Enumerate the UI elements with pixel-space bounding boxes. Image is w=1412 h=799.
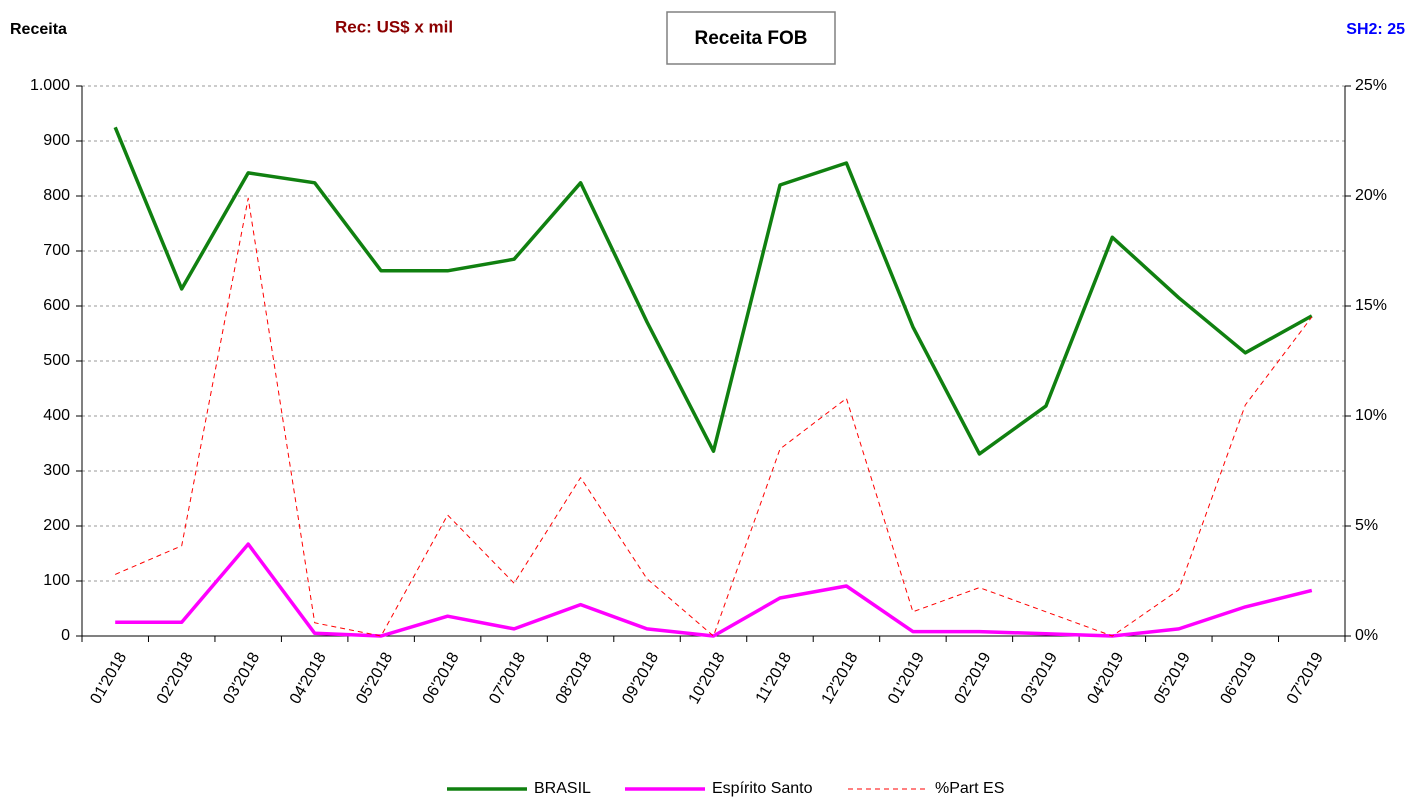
code-note: SH2: 25 xyxy=(1346,21,1405,38)
y-tick-label: 700 xyxy=(43,242,70,259)
y2-tick-label: 5% xyxy=(1355,517,1378,534)
y-tick-label: 300 xyxy=(43,462,70,479)
x-tick-label: 05'2019 xyxy=(1151,650,1194,707)
y2-tick-label: 15% xyxy=(1355,297,1387,314)
y-tick-label: 200 xyxy=(43,517,70,534)
x-tick-label: 06'2019 xyxy=(1217,650,1260,707)
series-line xyxy=(115,197,1313,637)
x-tick-label: 07'2018 xyxy=(486,650,529,707)
y-tick-label: 0 xyxy=(61,627,70,644)
legend-label: %Part ES xyxy=(935,780,1004,797)
x-tick-label: 03'2018 xyxy=(220,650,263,707)
x-tick-label: 05'2018 xyxy=(353,650,396,707)
unit-note: Rec: US$ x mil xyxy=(335,17,453,36)
legend-label: BRASIL xyxy=(534,780,591,797)
x-tick-label: 11'2018 xyxy=(753,650,795,706)
y2-tick-label: 10% xyxy=(1355,407,1387,424)
x-tick-label: 01'2019 xyxy=(885,650,928,707)
title-box xyxy=(666,11,836,65)
x-tick-label: 01'2018 xyxy=(87,650,130,707)
y-tick-label: 800 xyxy=(43,187,70,204)
x-tick-label: 02'2019 xyxy=(952,650,995,707)
series-line xyxy=(113,126,1313,456)
x-tick-label: 10'2018 xyxy=(686,650,729,707)
x-tick-label: 09'2018 xyxy=(619,650,662,707)
y-axis-label: Receita xyxy=(10,21,67,38)
y-tick-label: 1.000 xyxy=(30,77,70,94)
x-tick-label: 04'2018 xyxy=(287,650,330,707)
chart-title: Receita FOB xyxy=(695,28,808,49)
y-tick-label: 900 xyxy=(43,132,70,149)
y2-tick-label: 0% xyxy=(1355,627,1378,644)
x-tick-label: 12'2018 xyxy=(819,650,862,707)
legend-label: Espírito Santo xyxy=(712,780,813,797)
y2-tick-label: 25% xyxy=(1355,77,1387,94)
y2-tick-label: 20% xyxy=(1355,187,1387,204)
y-tick-label: 100 xyxy=(43,572,70,589)
y-tick-label: 400 xyxy=(43,407,70,424)
x-tick-label: 02'2018 xyxy=(154,650,197,707)
x-tick-label: 03'2019 xyxy=(1018,650,1061,707)
x-tick-label: 08'2018 xyxy=(553,650,596,707)
x-tick-label: 06'2018 xyxy=(420,650,463,707)
x-tick-label: 04'2019 xyxy=(1085,650,1128,707)
x-tick-label: 07'2019 xyxy=(1284,650,1327,707)
y-tick-label: 500 xyxy=(43,352,70,369)
y-tick-label: 600 xyxy=(43,297,70,314)
